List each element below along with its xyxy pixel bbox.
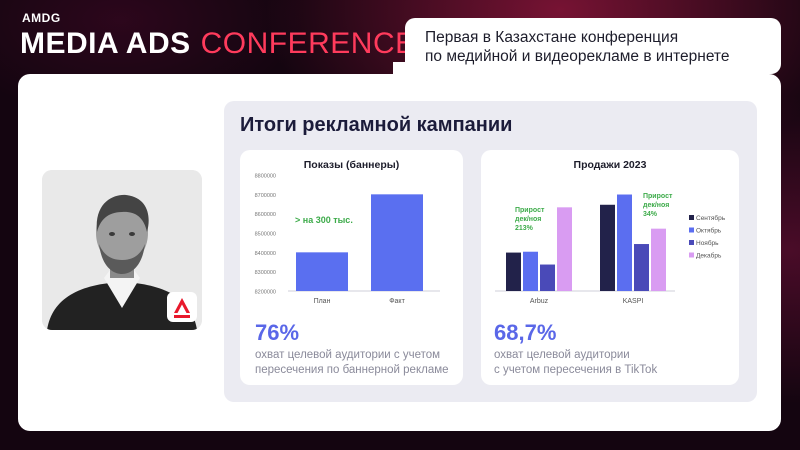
sales-chart-title: Продажи 2023 bbox=[573, 159, 647, 171]
chart-annotation: > на 300 тыс. bbox=[295, 215, 353, 225]
bar-KASPI-Октябрь bbox=[617, 194, 632, 291]
bar-Arbuz-Декабрь bbox=[557, 207, 572, 291]
tagline-line1: Первая в Казахстане конференция bbox=[425, 29, 679, 46]
bar-Arbuz-Сентябрь bbox=[506, 252, 521, 291]
bar-Arbuz-Октябрь bbox=[523, 251, 538, 291]
bar-KASPI-Декабрь bbox=[651, 228, 666, 291]
brand-title-word2: CONFERENCE bbox=[200, 27, 416, 60]
x-tick-label: Arbuz bbox=[530, 298, 549, 305]
chart-annotation: 213% bbox=[515, 225, 534, 232]
brand-title: MEDIA ADS CONFERENCE bbox=[20, 27, 416, 61]
results-title: Итоги рекламной кампании bbox=[240, 114, 513, 136]
y-tick-label: 8400000 bbox=[255, 251, 276, 257]
y-tick-label: 8200000 bbox=[255, 290, 276, 296]
impressions-caption-line2: пересечения по баннерной рекламе bbox=[255, 363, 449, 376]
legend-label: Октябрь bbox=[696, 227, 722, 235]
bar-Arbuz-Ноябрь bbox=[540, 264, 555, 291]
brand-title-word1: MEDIA ADS bbox=[20, 27, 191, 60]
x-tick-label: Факт bbox=[389, 298, 405, 305]
bar-KASPI-Сентябрь bbox=[600, 204, 615, 291]
chart-annotation: 34% bbox=[643, 211, 658, 218]
bar-План bbox=[296, 252, 348, 291]
chart-annotation: Прирост bbox=[643, 193, 673, 200]
y-tick-label: 8600000 bbox=[255, 212, 276, 218]
impressions-stat: 76% bbox=[255, 320, 300, 345]
chart-annotation: Прирост bbox=[515, 207, 545, 214]
x-tick-label: KASPI bbox=[623, 298, 644, 305]
sales-chart: Arbuz KASPI Сентябрь Октябрь Ноябрь Декабрь Пр… bbox=[495, 193, 726, 305]
alfa-logo-icon bbox=[174, 298, 190, 318]
card-connector bbox=[393, 62, 417, 82]
y-tick-label: 8300000 bbox=[255, 270, 276, 276]
impressions-chart: 8200000 8300000 8400000 8500000 8600000 87000… bbox=[255, 174, 440, 305]
y-tick-label: 8500000 bbox=[255, 232, 276, 238]
chart-annotation: дек/ноя bbox=[515, 216, 541, 223]
legend-swatch bbox=[689, 227, 694, 233]
sales-caption-line1: охват целевой аудитории bbox=[494, 349, 630, 361]
legend-swatch bbox=[689, 240, 694, 245]
brand-small-logo: AMDG bbox=[22, 11, 61, 25]
tagline-line2: по медийной и видеорекламе в интернете bbox=[425, 48, 730, 65]
x-tick-label: План bbox=[314, 298, 331, 305]
bar-KASPI-Ноябрь bbox=[634, 244, 649, 291]
alfa-logo-badge bbox=[167, 292, 197, 322]
sales-caption: охват целевой аудитории с учетом пересеч… bbox=[494, 348, 657, 377]
tagline-box: Первая в Казахстане конференция по медий… bbox=[405, 18, 781, 74]
legend-swatch bbox=[689, 215, 694, 220]
impressions-caption: охват целевой аудитории с учетом пересеч… bbox=[255, 348, 449, 377]
y-tick-label: 8800000 bbox=[255, 174, 276, 180]
impressions-card bbox=[240, 150, 463, 385]
impressions-chart-title: Показы (баннеры) bbox=[303, 159, 400, 171]
speaker-photo bbox=[42, 170, 202, 330]
impressions-caption-line1: охват целевой аудитории с учетом bbox=[255, 349, 441, 361]
legend-label: Ноябрь bbox=[696, 239, 719, 247]
legend-label: Декабрь bbox=[696, 252, 722, 260]
sales-stat: 68,7% bbox=[494, 320, 557, 345]
y-tick-label: 8700000 bbox=[255, 193, 276, 199]
legend-swatch bbox=[689, 252, 694, 258]
chart-annotation: дек/ноя bbox=[643, 202, 669, 209]
sales-caption-line2: с учетом пересечения в TikTok bbox=[494, 363, 658, 376]
bar-Факт bbox=[371, 194, 423, 291]
legend-label: Сентябрь bbox=[696, 214, 726, 222]
